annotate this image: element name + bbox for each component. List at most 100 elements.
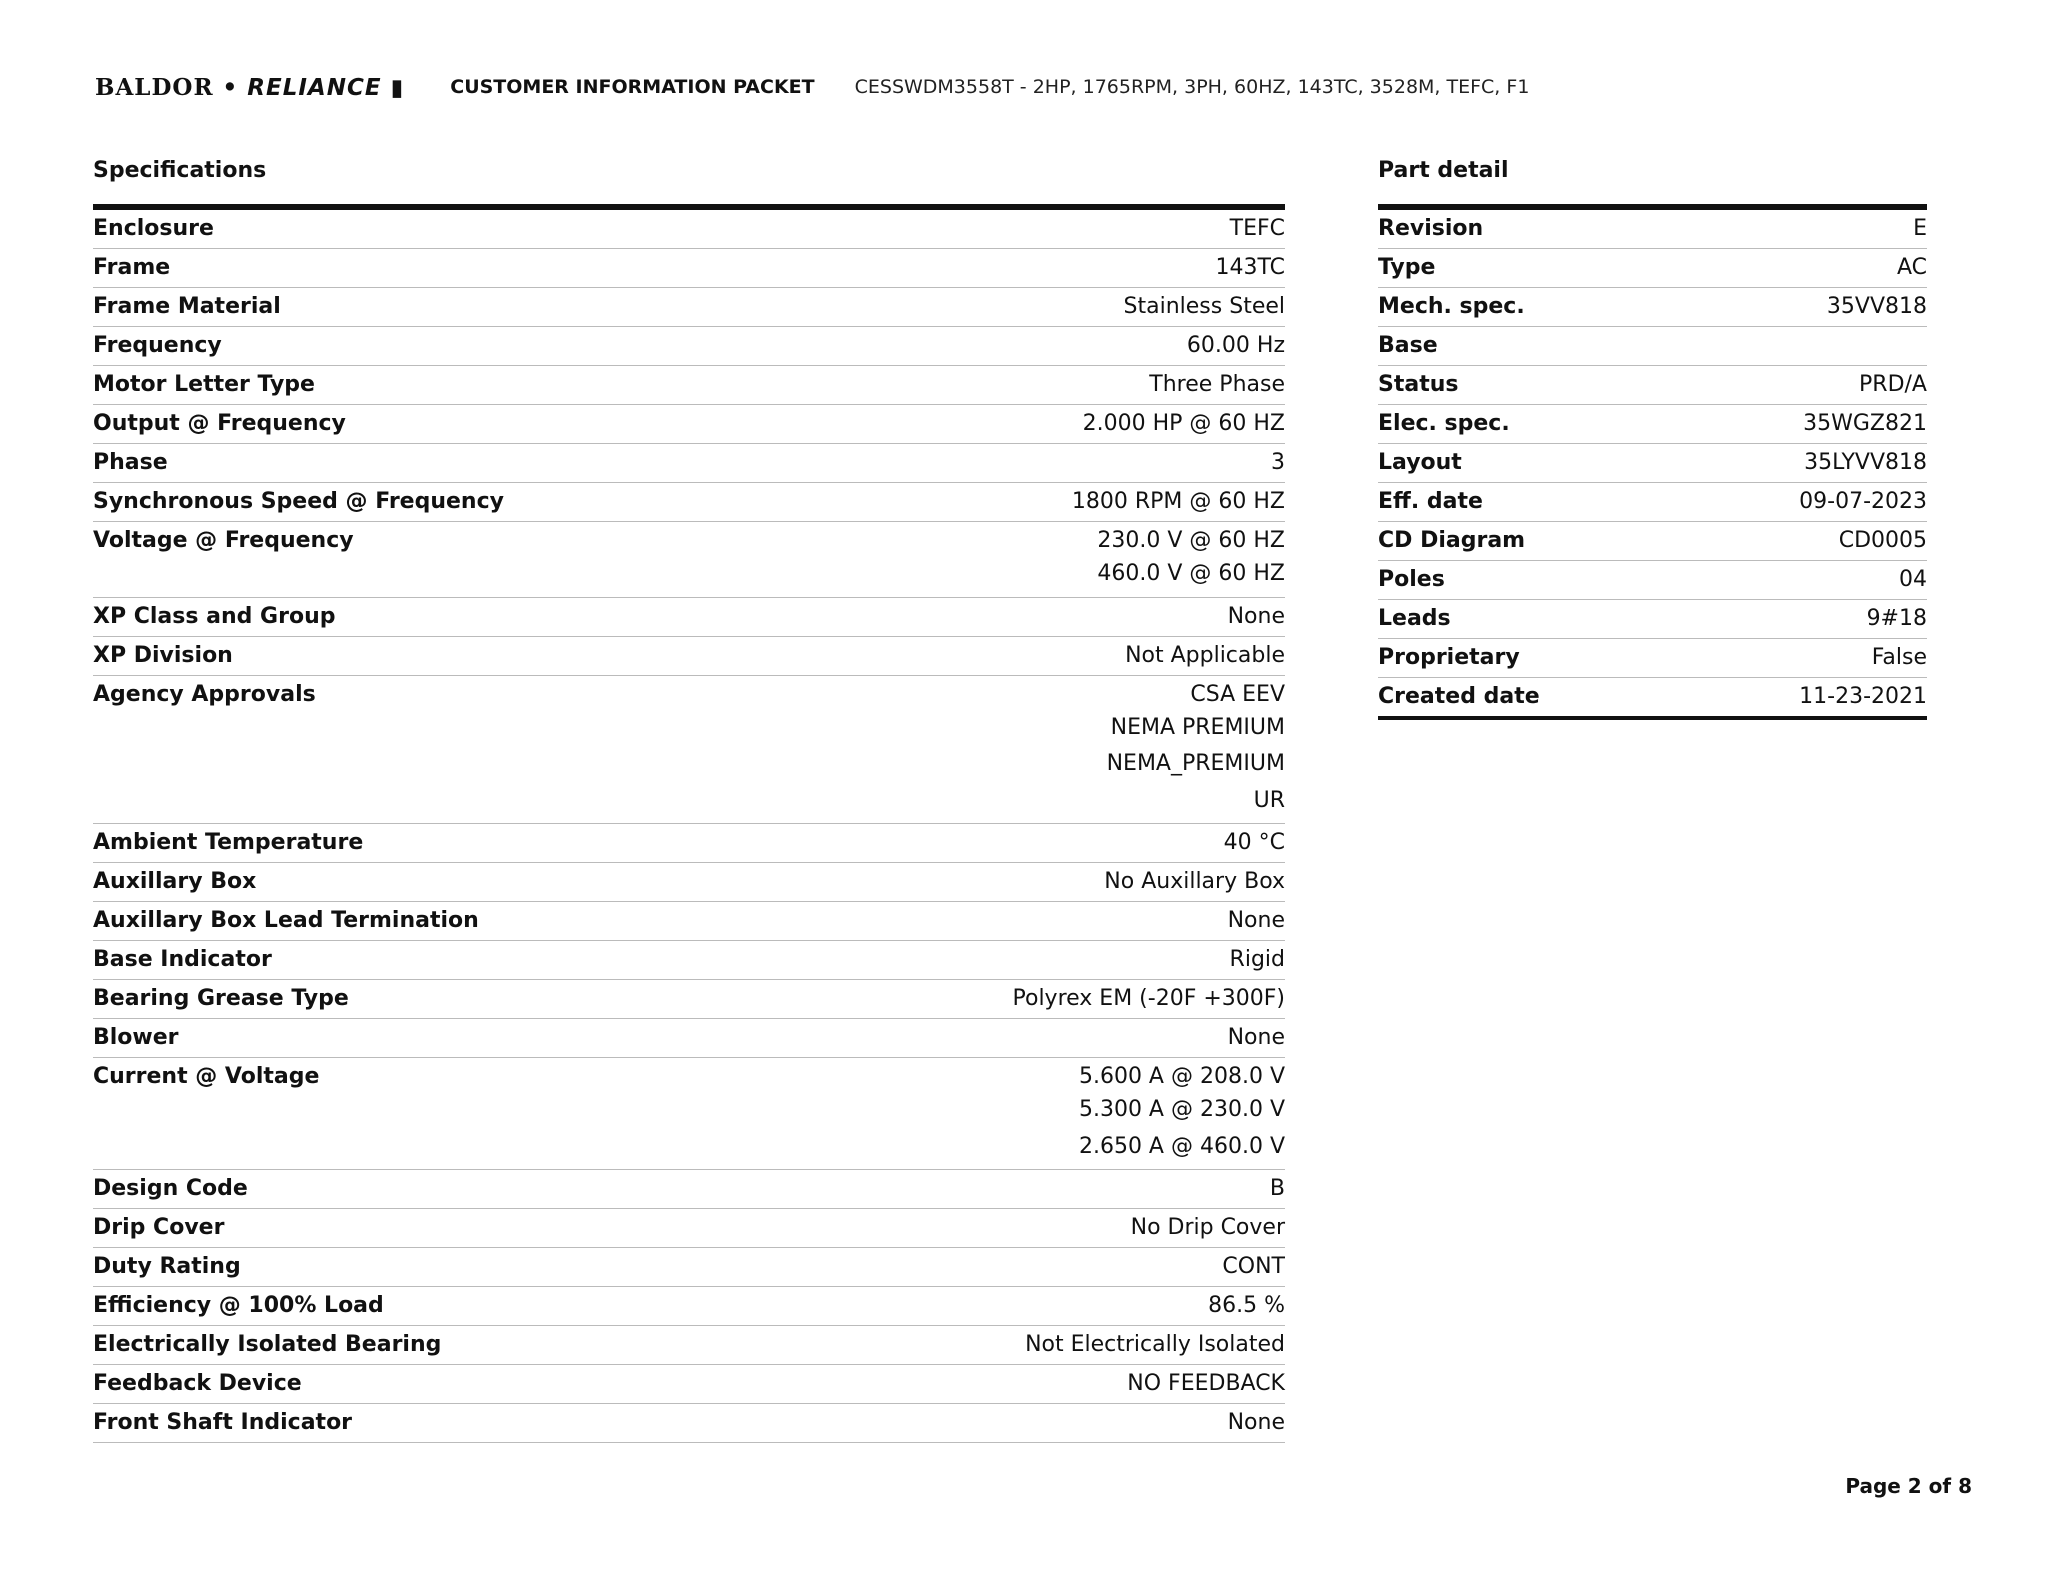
row-label: Type — [1378, 255, 1436, 280]
table-row: XP Class and Group None — [93, 598, 1285, 637]
row-value: NO FEEDBACK — [1127, 1369, 1285, 1399]
table-row: Drip Cover No Drip Cover — [93, 1209, 1285, 1248]
row-value: 11-23-2021 — [1799, 682, 1927, 712]
value-line: No Auxillary Box — [1104, 869, 1285, 894]
row-value: TEFC — [1230, 214, 1285, 244]
logo-text-right: RELIANCE — [247, 74, 382, 101]
value-line: 09-07-2023 — [1799, 489, 1927, 514]
row-value: 86.5 % — [1208, 1291, 1285, 1321]
table-row: Enclosure TEFC — [93, 210, 1285, 249]
value-line: CD0005 — [1838, 528, 1927, 553]
table-row: Poles 04 — [1378, 561, 1927, 600]
value-line: No Drip Cover — [1130, 1215, 1285, 1240]
row-label: Status — [1378, 372, 1459, 397]
value-line: UR — [1253, 787, 1285, 813]
row-label: Output @ Frequency — [93, 411, 346, 436]
row-value: No Drip Cover — [1131, 1213, 1285, 1243]
value-line: 35WGZ821 — [1803, 411, 1927, 436]
row-label: Base Indicator — [93, 947, 272, 972]
value-line: 86.5 % — [1208, 1293, 1285, 1318]
table-row: Created date 11-23-2021 — [1378, 678, 1927, 720]
row-value: Stainless Steel — [1124, 292, 1285, 322]
table-row: XP Division Not Applicable — [93, 637, 1285, 676]
value-line: 40 °C — [1223, 830, 1285, 855]
table-row: Frequency 60.00 Hz — [93, 327, 1285, 366]
row-value: CONT — [1222, 1252, 1285, 1282]
part-detail-table: Revision E Type AC Mech. spec. 35VV818 Base St… — [1378, 204, 1927, 720]
row-label: Efficiency @ 100% Load — [93, 1293, 384, 1318]
table-row: Output @ Frequency 2.000 HP @ 60 HZ — [93, 405, 1285, 444]
row-label: Layout — [1378, 450, 1462, 475]
row-value: B — [1270, 1174, 1285, 1204]
value-line: 3 — [1271, 450, 1285, 475]
row-label: Enclosure — [93, 216, 214, 241]
value-line: E — [1913, 216, 1927, 241]
row-value: AC — [1897, 253, 1927, 283]
row-value: 2.000 HP @ 60 HZ — [1083, 409, 1285, 439]
specifications-table: Enclosure TEFC Frame 143TC Frame Material Sta… — [93, 204, 1285, 1443]
table-row: Electrically Isolated Bearing Not Electri… — [93, 1326, 1285, 1365]
logo-text-left: BALDOR • — [95, 73, 248, 101]
value-line: TEFC — [1229, 216, 1285, 241]
table-row: Type AC — [1378, 249, 1927, 288]
table-row: Status PRD/A — [1378, 366, 1927, 405]
value-line: Not Electrically Isolated — [1025, 1332, 1285, 1357]
row-value: Not Electrically Isolated — [1025, 1330, 1285, 1360]
value-line: 35LYVV818 — [1804, 450, 1927, 475]
row-label: Front Shaft Indicator — [93, 1410, 353, 1435]
row-label: Mech. spec. — [1378, 294, 1525, 319]
value-line — [1920, 331, 1927, 361]
page-number: Page 2 of 8 — [1845, 1474, 1972, 1498]
table-row: Base Indicator Rigid — [93, 941, 1285, 980]
baldor-reliance-logo: BALDOR • RELIANCE ▮ — [95, 74, 404, 101]
row-label: Agency Approvals — [93, 681, 316, 707]
value-line: 460.0 V @ 60 HZ — [1097, 561, 1285, 586]
value-line: False — [1871, 645, 1927, 670]
row-label: Elec. spec. — [1378, 411, 1510, 436]
table-row: Elec. spec. 35WGZ821 — [1378, 405, 1927, 444]
table-row: Auxillary Box Lead Termination None — [93, 902, 1285, 941]
row-label: Frame Material — [93, 294, 281, 319]
row-value: PRD/A — [1859, 370, 1927, 400]
row-value: False — [1872, 643, 1927, 673]
specifications-section: Specifications Enclosure TEFC Frame 143TC Fr… — [93, 158, 1285, 1443]
table-row: Duty Rating CONT — [93, 1248, 1285, 1287]
row-value: 230.0 V @ 60 HZ 460.0 V @ 60 HZ — [1097, 526, 1285, 593]
table-row: Feedback Device NO FEEDBACK — [93, 1365, 1285, 1404]
value-line: 2.000 HP @ 60 HZ — [1082, 411, 1285, 436]
row-value: 09-07-2023 — [1799, 487, 1927, 517]
row-value: 35WGZ821 — [1803, 409, 1927, 439]
row-label: XP Division — [93, 642, 233, 668]
row-value: No Auxillary Box — [1104, 867, 1285, 897]
table-row: Blower None — [93, 1019, 1285, 1058]
table-row: Frame Material Stainless Steel — [93, 288, 1285, 327]
table-row: Phase 3 — [93, 444, 1285, 483]
row-value: 35VV818 — [1827, 292, 1927, 322]
value-line: 60.00 Hz — [1186, 333, 1285, 358]
row-label: Design Code — [93, 1176, 248, 1201]
table-row: Eff. date 09-07-2023 — [1378, 483, 1927, 522]
value-line: 5.300 A @ 230.0 V — [1078, 1097, 1285, 1122]
model-description: CESSWDM3558T - 2HP, 1765RPM, 3PH, 60HZ, … — [854, 76, 1530, 98]
row-label: Electrically Isolated Bearing — [93, 1332, 442, 1357]
row-label: Drip Cover — [93, 1215, 225, 1240]
table-row: Voltage @ Frequency 230.0 V @ 60 HZ 460.0 … — [93, 522, 1285, 598]
table-row: Mech. spec. 35VV818 — [1378, 288, 1927, 327]
row-label: XP Class and Group — [93, 603, 336, 629]
row-value: 143TC — [1215, 253, 1285, 283]
table-row: Ambient Temperature 40 °C — [93, 824, 1285, 863]
row-label: Auxillary Box Lead Termination — [93, 908, 479, 933]
value-line: None — [1227, 1410, 1285, 1435]
value-line: None — [1227, 908, 1285, 933]
row-value — [1920, 331, 1927, 361]
value-line: NEMA_PREMIUM — [1106, 751, 1285, 776]
table-row: Auxillary Box No Auxillary Box — [93, 863, 1285, 902]
table-row: Efficiency @ 100% Load 86.5 % — [93, 1287, 1285, 1326]
row-value: 60.00 Hz — [1187, 331, 1285, 361]
value-line: Rigid — [1229, 947, 1285, 972]
row-value: 5.600 A @ 208.0 V 5.300 A @ 230.0 V 2.650 … — [1079, 1062, 1285, 1165]
packet-title: CUSTOMER INFORMATION PACKET — [450, 76, 815, 98]
table-row: Motor Letter Type Three Phase — [93, 366, 1285, 405]
value-line: CONT — [1222, 1254, 1285, 1279]
row-value: 3 — [1271, 448, 1285, 478]
